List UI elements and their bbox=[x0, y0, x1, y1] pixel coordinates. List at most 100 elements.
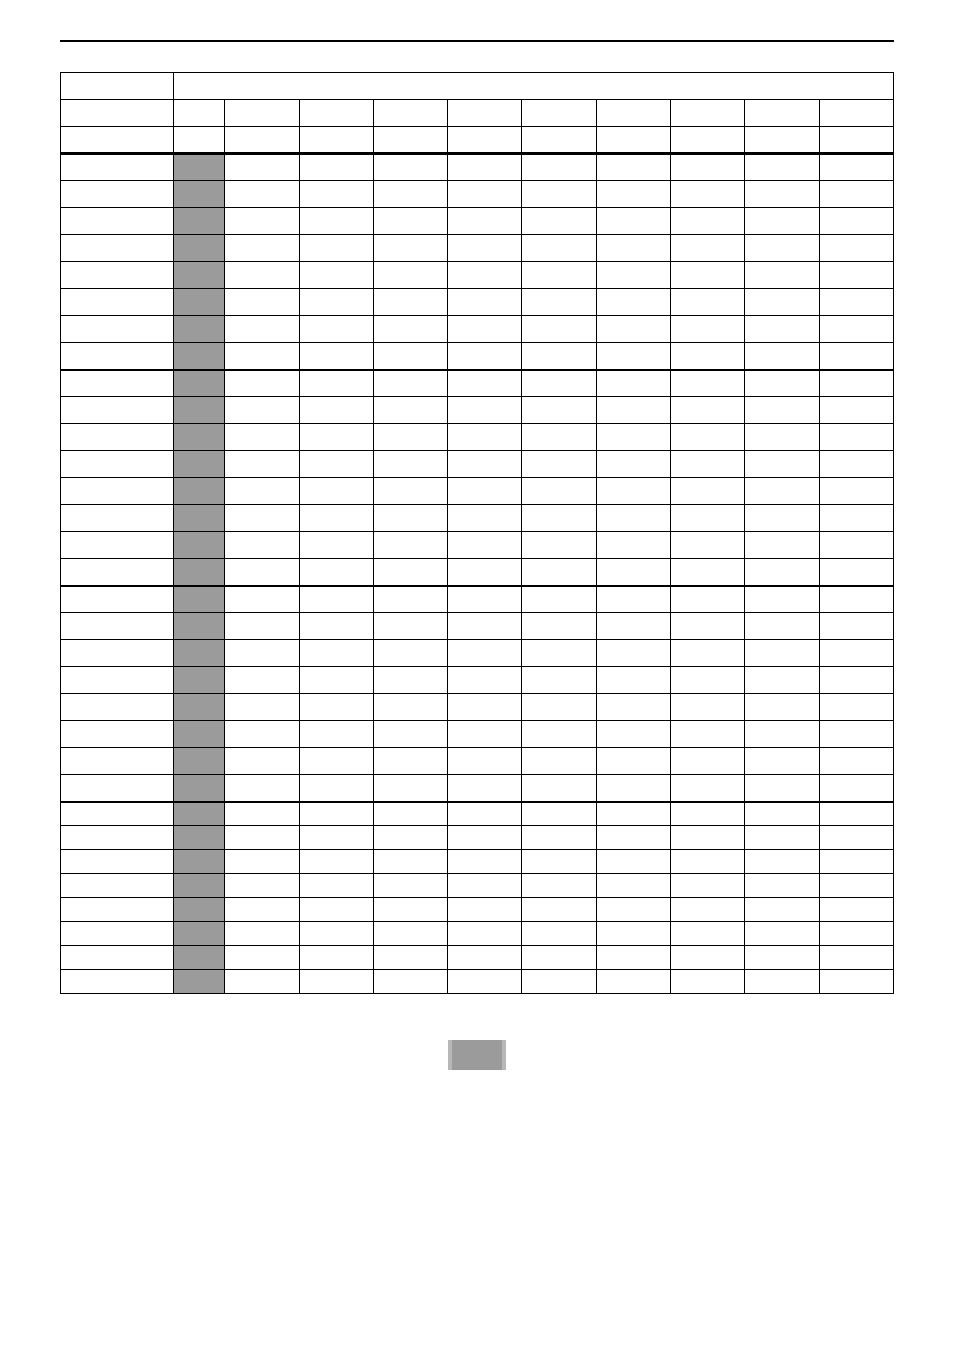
value-cell bbox=[745, 451, 819, 478]
value-cell bbox=[522, 397, 596, 424]
value-cell bbox=[373, 826, 447, 850]
value-cell bbox=[299, 970, 373, 994]
value-cell bbox=[522, 532, 596, 559]
row-label-cell bbox=[61, 613, 174, 640]
value-cell bbox=[522, 826, 596, 850]
value-cell bbox=[596, 850, 670, 874]
value-cell bbox=[522, 154, 596, 181]
value-cell bbox=[671, 505, 745, 532]
value-cell bbox=[299, 154, 373, 181]
value-cell bbox=[522, 586, 596, 613]
value-cell bbox=[299, 613, 373, 640]
value-cell bbox=[225, 154, 299, 181]
row-label-cell bbox=[61, 505, 174, 532]
value-cell bbox=[596, 946, 670, 970]
value-cell bbox=[448, 397, 522, 424]
value-cell bbox=[596, 802, 670, 826]
row-label-cell bbox=[61, 748, 174, 775]
value-cell bbox=[819, 262, 893, 289]
row-label-cell bbox=[61, 586, 174, 613]
value-cell bbox=[671, 478, 745, 505]
gray-cell bbox=[173, 850, 225, 874]
value-cell bbox=[448, 208, 522, 235]
table-row bbox=[61, 397, 894, 424]
table-row bbox=[61, 748, 894, 775]
value-cell bbox=[225, 613, 299, 640]
row-label-cell bbox=[61, 532, 174, 559]
value-cell bbox=[522, 478, 596, 505]
value-cell bbox=[596, 181, 670, 208]
value-cell bbox=[671, 181, 745, 208]
value-cell bbox=[448, 748, 522, 775]
value-cell bbox=[299, 850, 373, 874]
value-cell bbox=[671, 424, 745, 451]
value-cell bbox=[596, 613, 670, 640]
value-cell bbox=[671, 613, 745, 640]
header-cell bbox=[173, 127, 225, 154]
header-cell bbox=[61, 100, 174, 127]
row-label-cell bbox=[61, 316, 174, 343]
value-cell bbox=[671, 898, 745, 922]
table-header bbox=[61, 73, 894, 154]
gray-cell bbox=[173, 898, 225, 922]
value-cell bbox=[522, 922, 596, 946]
value-cell bbox=[448, 640, 522, 667]
value-cell bbox=[522, 181, 596, 208]
table-row bbox=[61, 775, 894, 802]
value-cell bbox=[373, 970, 447, 994]
value-cell bbox=[299, 898, 373, 922]
value-cell bbox=[671, 451, 745, 478]
value-cell bbox=[225, 505, 299, 532]
value-cell bbox=[299, 721, 373, 748]
row-label-cell bbox=[61, 451, 174, 478]
value-cell bbox=[745, 748, 819, 775]
header-cell bbox=[373, 127, 447, 154]
value-cell bbox=[299, 262, 373, 289]
value-cell bbox=[373, 397, 447, 424]
value-cell bbox=[745, 898, 819, 922]
gray-cell bbox=[173, 289, 225, 316]
value-cell bbox=[671, 970, 745, 994]
value-cell bbox=[299, 235, 373, 262]
value-cell bbox=[299, 748, 373, 775]
value-cell bbox=[373, 922, 447, 946]
value-cell bbox=[671, 370, 745, 397]
header-cell bbox=[819, 100, 893, 127]
gray-cell bbox=[173, 748, 225, 775]
value-cell bbox=[522, 874, 596, 898]
value-cell bbox=[745, 922, 819, 946]
value-cell bbox=[745, 397, 819, 424]
row-label-cell bbox=[61, 424, 174, 451]
header-cell bbox=[671, 127, 745, 154]
value-cell bbox=[819, 235, 893, 262]
value-cell bbox=[448, 451, 522, 478]
value-cell bbox=[522, 613, 596, 640]
value-cell bbox=[745, 667, 819, 694]
value-cell bbox=[596, 559, 670, 586]
value-cell bbox=[819, 154, 893, 181]
value-cell bbox=[596, 721, 670, 748]
value-cell bbox=[671, 922, 745, 946]
value-cell bbox=[596, 505, 670, 532]
value-cell bbox=[745, 850, 819, 874]
value-cell bbox=[225, 775, 299, 802]
value-cell bbox=[522, 505, 596, 532]
value-cell bbox=[373, 316, 447, 343]
value-cell bbox=[448, 370, 522, 397]
table-row bbox=[61, 946, 894, 970]
value-cell bbox=[448, 613, 522, 640]
gray-cell bbox=[173, 802, 225, 826]
header-cell bbox=[173, 100, 225, 127]
table-row bbox=[61, 478, 894, 505]
value-cell bbox=[225, 424, 299, 451]
value-cell bbox=[671, 532, 745, 559]
value-cell bbox=[745, 721, 819, 748]
value-cell bbox=[819, 922, 893, 946]
header-cell bbox=[671, 100, 745, 127]
header-cell bbox=[299, 127, 373, 154]
value-cell bbox=[225, 922, 299, 946]
table-row bbox=[61, 424, 894, 451]
value-cell bbox=[373, 946, 447, 970]
header-cell bbox=[225, 100, 299, 127]
table-row bbox=[61, 316, 894, 343]
